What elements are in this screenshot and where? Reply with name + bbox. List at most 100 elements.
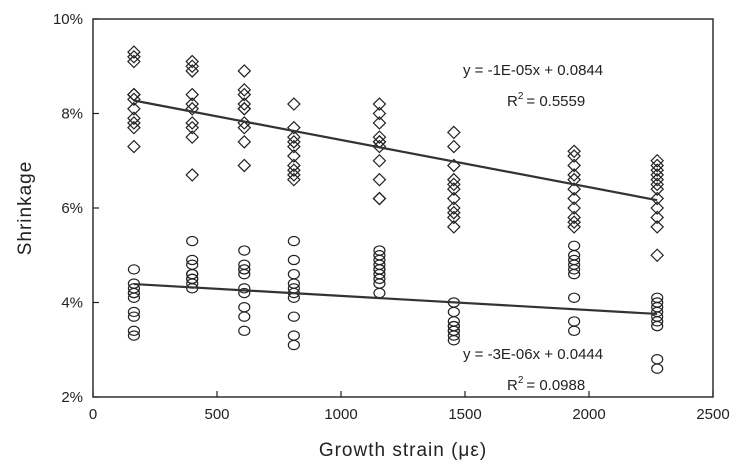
circle-point xyxy=(568,325,581,337)
y-tick-label: 4% xyxy=(61,295,83,312)
circle-point xyxy=(651,316,664,327)
diamond-point xyxy=(650,191,665,206)
upper-trend-annotation: y = -1E-05x + 0.0844 R2 = 0.5559 xyxy=(463,62,603,110)
circle-point xyxy=(238,264,251,275)
circle-point xyxy=(186,254,199,266)
diamond-point xyxy=(237,135,252,149)
diamond-point xyxy=(127,92,141,107)
diamond-point xyxy=(185,54,200,69)
diamond-point xyxy=(650,177,665,192)
diamond-point xyxy=(287,172,301,187)
diamond-point xyxy=(127,49,141,64)
lower-equation: y = -3E-06x + 0.0444 xyxy=(463,346,603,363)
upper-r-squared: R2 = 0.5559 xyxy=(507,91,585,110)
diamond-point xyxy=(567,210,581,225)
circle-point xyxy=(651,320,664,332)
circle-point xyxy=(127,311,141,322)
circle-point xyxy=(127,292,141,303)
diamond-point xyxy=(446,125,461,140)
diamond-point xyxy=(567,158,581,173)
trendline xyxy=(133,99,658,202)
circle-point xyxy=(127,264,141,275)
diamond-point xyxy=(650,210,665,225)
x-tick-label: 2000 xyxy=(572,406,605,423)
diamond-point xyxy=(127,120,141,135)
diamond-point xyxy=(650,172,665,187)
circle-point xyxy=(373,287,386,299)
diamond-point xyxy=(185,64,200,78)
circle-point xyxy=(238,311,251,322)
diamond-point xyxy=(372,116,387,130)
diamond-point xyxy=(287,168,301,182)
diamond-point xyxy=(127,87,141,102)
diamond-point xyxy=(446,172,461,187)
diamond-point xyxy=(287,149,301,163)
circle-point xyxy=(238,302,251,313)
diamond-point xyxy=(127,54,141,69)
diamond-point xyxy=(127,111,141,126)
circle-point xyxy=(568,268,581,280)
diamond-point xyxy=(287,97,301,111)
diamond-point xyxy=(287,139,301,154)
y-tick-label: 2% xyxy=(61,389,83,406)
upper-equation: y = -1E-05x + 0.0844 xyxy=(463,62,603,79)
diamond-point xyxy=(567,215,581,230)
circle-point xyxy=(568,240,581,251)
diamond-point xyxy=(185,120,200,135)
diamond-point xyxy=(567,149,581,163)
diamond-point xyxy=(237,64,252,78)
diamond-point xyxy=(127,116,141,130)
diamond-point xyxy=(185,168,200,182)
diamond-point xyxy=(650,248,665,263)
diamond-point xyxy=(127,87,141,102)
diamond-point xyxy=(237,101,252,116)
diamond-point xyxy=(372,191,387,206)
diamond-point xyxy=(185,87,200,102)
diamond-point xyxy=(237,101,252,116)
diamond-point xyxy=(650,168,665,182)
diamond-point xyxy=(650,220,665,234)
trendline xyxy=(133,282,658,316)
circle-point xyxy=(238,245,251,256)
circle-point xyxy=(127,306,141,318)
trendlines xyxy=(133,99,658,316)
diamond-point xyxy=(287,163,301,178)
diamond-point xyxy=(185,101,200,116)
diamond-point xyxy=(567,220,581,234)
x-tick-label: 1500 xyxy=(448,406,481,423)
diamond-point xyxy=(446,210,461,225)
diamond-point xyxy=(185,116,200,130)
diamond-point xyxy=(185,97,200,111)
diamond-point xyxy=(372,191,387,206)
y-tick-label: 10% xyxy=(53,11,83,28)
diamond-point xyxy=(372,139,387,154)
diamond-point xyxy=(446,191,461,206)
x-tick-label: 0 xyxy=(89,406,97,423)
diamond-point xyxy=(650,182,665,196)
circle-point xyxy=(287,268,300,280)
diamond-point xyxy=(567,191,581,206)
diamond-point xyxy=(446,182,461,196)
circle-point xyxy=(238,268,251,280)
lower-trend-annotation: y = -3E-06x + 0.0444 R2 = 0.0988 xyxy=(463,346,603,394)
circle-point xyxy=(568,316,581,327)
diamond-point xyxy=(446,139,461,154)
circle-point xyxy=(127,330,141,341)
diamond-point xyxy=(185,59,200,74)
circle-point xyxy=(287,254,300,266)
diamond-point xyxy=(237,87,252,102)
diamond-point xyxy=(372,130,387,144)
diamond-point xyxy=(567,168,581,182)
diamond-point xyxy=(567,182,581,196)
y-tick-label: 6% xyxy=(61,200,83,217)
diamond-point xyxy=(372,97,387,111)
diamond-point xyxy=(237,120,252,135)
diamond-point xyxy=(650,153,665,168)
diamond-point xyxy=(237,83,252,97)
diamond-point xyxy=(127,139,141,154)
diamond-point xyxy=(372,153,387,168)
diamond-point xyxy=(446,158,461,173)
y-tick-label: 8% xyxy=(61,106,83,123)
circle-point xyxy=(287,311,300,322)
